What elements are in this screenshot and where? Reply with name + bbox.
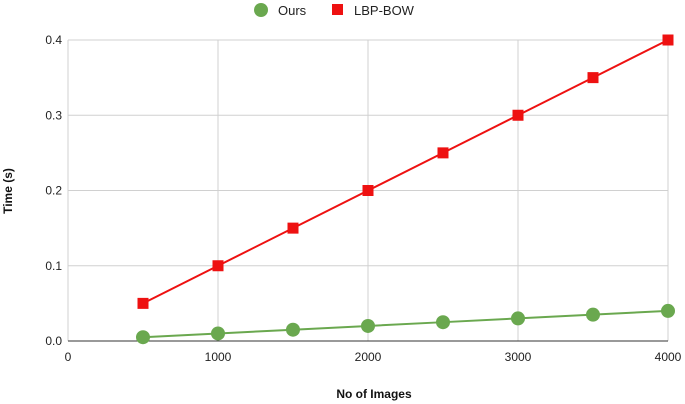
legend: Ours LBP-BOW xyxy=(254,3,415,18)
y-tick-label: 0.2 xyxy=(45,184,62,198)
grid xyxy=(67,39,669,341)
y-tick-label: 0.3 xyxy=(45,108,62,122)
y-axis-title: Time (s) xyxy=(1,168,15,214)
x-tick-label: 3000 xyxy=(505,350,532,364)
data-point-ours xyxy=(286,322,300,337)
y-tick-label: 0.1 xyxy=(45,259,62,273)
legend-item-ours: Ours xyxy=(254,3,307,18)
data-point-ours xyxy=(436,315,450,330)
series-line-lbp-bow xyxy=(142,39,669,305)
data-point-lbp-bow xyxy=(137,297,149,309)
x-tick-label: 1000 xyxy=(205,350,232,364)
legend-item-lbp-bow: LBP-BOW xyxy=(332,3,415,18)
data-point-lbp-bow xyxy=(362,185,374,196)
data-point-lbp-bow xyxy=(212,260,224,272)
legend-label-lbp-bow: LBP-BOW xyxy=(354,3,415,18)
data-point-lbp-bow xyxy=(287,222,299,234)
data-point-ours xyxy=(211,326,225,341)
data-point-ours xyxy=(136,330,150,345)
data-point-ours xyxy=(586,307,600,322)
data-point-ours xyxy=(361,318,375,333)
x-tick-label: 4000 xyxy=(655,350,682,364)
y-tick-label: 0.0 xyxy=(45,334,62,348)
x-tick-labels: 0 1000 2000 3000 4000 xyxy=(65,350,682,364)
data-point-lbp-bow xyxy=(512,109,524,121)
legend-marker-lbp-bow xyxy=(332,4,343,15)
x-tick-label: 0 xyxy=(65,350,72,364)
legend-label-ours: Ours xyxy=(278,3,307,18)
x-tick-label: 2000 xyxy=(355,350,382,364)
data-point-lbp-bow xyxy=(662,34,674,46)
data-point-ours xyxy=(661,303,675,318)
series-line-ours xyxy=(142,309,669,339)
y-tick-label: 0.4 xyxy=(45,33,62,47)
series-markers xyxy=(136,34,675,345)
data-point-ours xyxy=(511,311,525,326)
y-tick-labels: 0.0 0.1 0.2 0.3 0.4 xyxy=(45,33,62,348)
legend-marker-ours xyxy=(254,3,268,17)
series-lines xyxy=(142,39,669,339)
x-axis-title: No of Images xyxy=(336,387,412,401)
data-point-lbp-bow xyxy=(437,147,449,159)
data-point-lbp-bow xyxy=(587,72,599,84)
